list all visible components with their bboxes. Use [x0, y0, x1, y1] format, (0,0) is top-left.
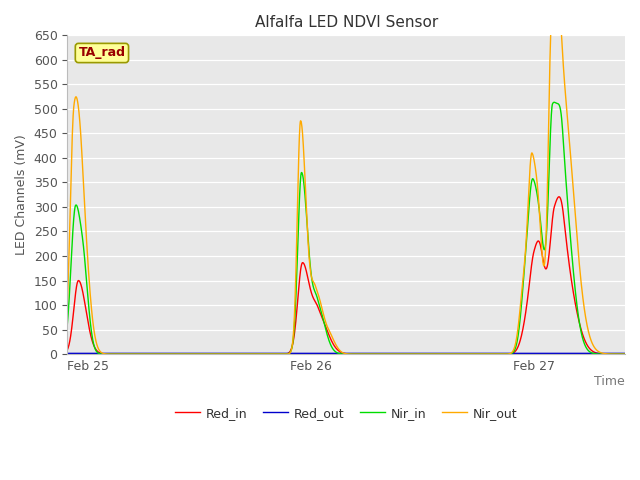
- Nir_out: [335, 347, 342, 352]
- Red_in: [605, 351, 613, 357]
- Nir_in: [605, 351, 613, 357]
- Red_in: [555, 194, 563, 200]
- Nir_in: [605, 351, 613, 357]
- Red_out: [605, 350, 612, 356]
- Nir_in: [335, 350, 342, 356]
- Red_out: [92, 350, 100, 356]
- Nir_out: [320, 313, 328, 319]
- Nir_in: [63, 322, 71, 328]
- Nir_out: [550, 7, 557, 12]
- Y-axis label: LED Channels (mV): LED Channels (mV): [15, 134, 28, 255]
- Red_in: [92, 346, 100, 352]
- Red_in: [335, 348, 342, 354]
- Red_in: [63, 347, 71, 353]
- Red_in: [621, 351, 629, 357]
- Red_out: [605, 350, 612, 356]
- Red_in: [503, 351, 511, 357]
- Nir_in: [621, 351, 629, 357]
- Nir_out: [621, 351, 629, 357]
- Nir_out: [503, 351, 511, 357]
- Nir_in: [503, 351, 511, 357]
- Red_out: [320, 350, 328, 356]
- Line: Red_in: Red_in: [67, 197, 625, 354]
- Red_out: [621, 350, 629, 356]
- Nir_in: [320, 320, 328, 325]
- Nir_in: [550, 99, 558, 105]
- Red_in: [212, 351, 220, 357]
- Title: Alfalfa LED NDVI Sensor: Alfalfa LED NDVI Sensor: [255, 15, 438, 30]
- Line: Nir_out: Nir_out: [67, 10, 625, 354]
- Line: Nir_in: Nir_in: [67, 102, 625, 354]
- X-axis label: Time: Time: [595, 375, 625, 388]
- Text: TA_rad: TA_rad: [79, 47, 125, 60]
- Nir_out: [605, 351, 613, 357]
- Red_in: [320, 319, 328, 325]
- Red_out: [335, 350, 342, 356]
- Legend: Red_in, Red_out, Nir_in, Nir_out: Red_in, Red_out, Nir_in, Nir_out: [170, 402, 522, 425]
- Nir_out: [214, 351, 222, 357]
- Nir_out: [92, 337, 100, 343]
- Nir_in: [213, 351, 221, 357]
- Red_in: [605, 351, 613, 357]
- Red_out: [502, 350, 510, 356]
- Red_out: [63, 350, 71, 356]
- Nir_in: [92, 348, 100, 353]
- Nir_out: [605, 351, 613, 357]
- Nir_out: [63, 302, 71, 308]
